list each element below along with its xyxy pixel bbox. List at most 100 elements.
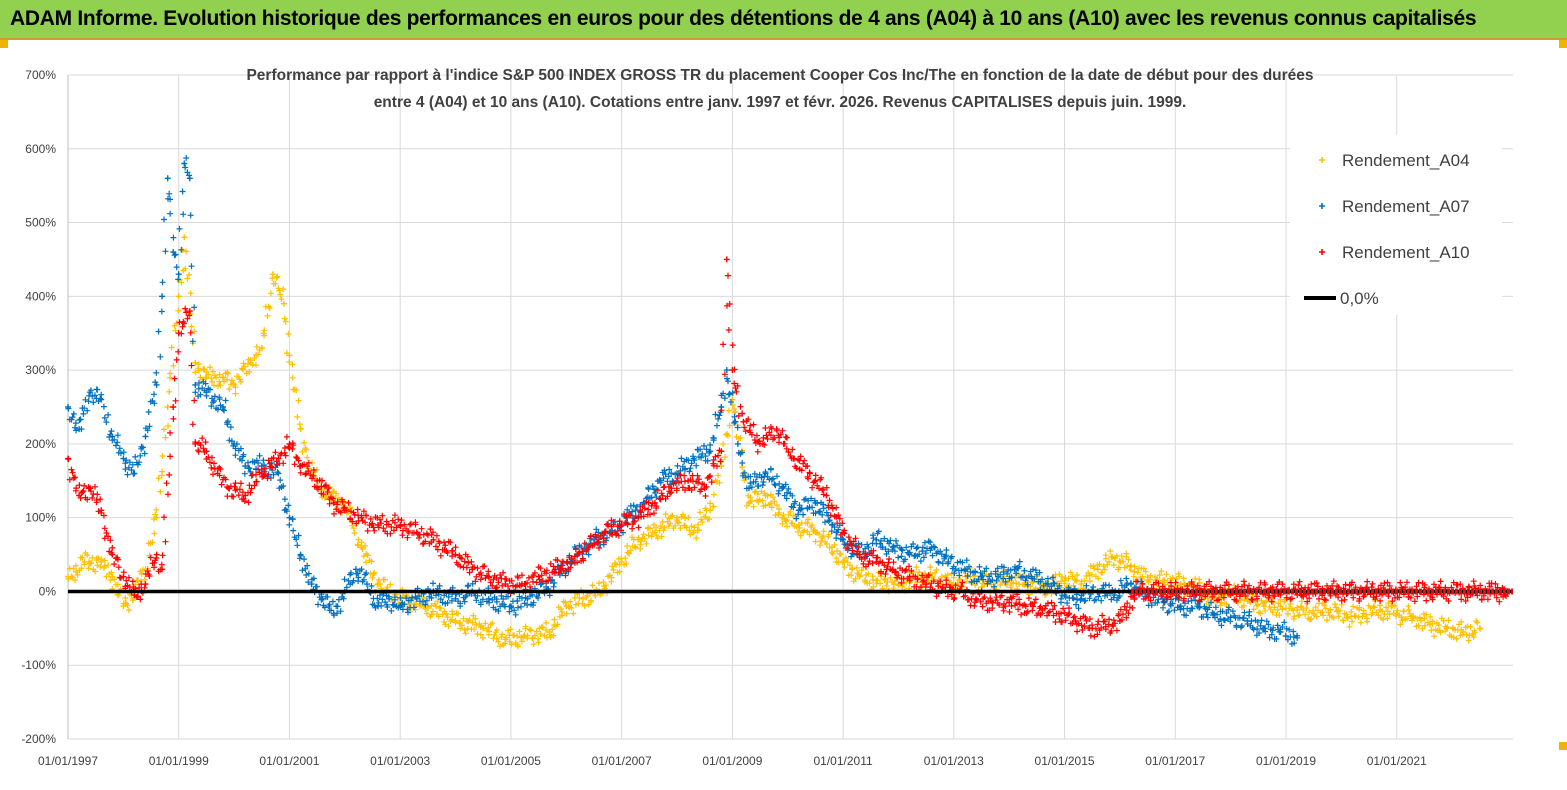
data-point: [175, 271, 182, 278]
interpolated-points: [668, 472, 692, 496]
data-point: [430, 536, 437, 543]
data-point: [889, 566, 896, 573]
data-point: [286, 352, 293, 359]
interpolated-points: [1039, 599, 1063, 625]
interpolated-points: [1327, 601, 1350, 624]
interpolated-points: [691, 442, 713, 469]
interpolated-points: [486, 569, 508, 592]
y-tick-label: 500%: [25, 216, 56, 230]
corner-marker: [1559, 742, 1567, 750]
data-point: [275, 470, 282, 477]
interpolated-points: [430, 529, 459, 560]
interpolated-points: [453, 582, 475, 610]
data-point: [120, 573, 127, 580]
interpolated-points: [829, 521, 846, 542]
interpolated-points: [354, 566, 370, 585]
interpolated-points: [453, 551, 475, 576]
interpolated-points: [674, 453, 696, 478]
interpolated-points: [77, 392, 92, 433]
data-point: [153, 514, 160, 521]
interpolated-points: [989, 589, 1013, 615]
data-point: [746, 485, 752, 492]
data-point: [269, 271, 276, 278]
interpolated-points: [618, 511, 642, 534]
data-point: [823, 492, 830, 499]
data-point: [734, 440, 741, 447]
interpolated-points: [756, 424, 780, 448]
interpolated-points: [153, 308, 165, 376]
interpolated-points: [232, 356, 253, 397]
interpolated-points: [841, 527, 862, 557]
interpolated-points: [320, 593, 336, 614]
interpolated-points: [260, 275, 276, 339]
x-tick-label: 01/01/1999: [149, 754, 209, 768]
legend-marker: [1319, 203, 1325, 209]
interpolated-points: [536, 560, 558, 585]
data-point: [707, 448, 714, 455]
data-point: [602, 529, 608, 536]
interpolated-points: [806, 469, 830, 498]
data-point: [707, 507, 714, 514]
data-point: [1022, 603, 1029, 610]
legend-label: 0,0%: [1340, 289, 1379, 308]
data-point: [109, 551, 116, 558]
interpolated-points: [187, 212, 198, 345]
interpolated-points: [1196, 598, 1216, 621]
series-Rendement_A07: [65, 155, 1301, 647]
data-point: [280, 300, 287, 307]
x-tick-label: 01/01/2005: [481, 754, 541, 768]
legend-label: Rendement_A10: [1342, 243, 1470, 262]
interpolated-points: [216, 464, 231, 500]
data-point: [275, 455, 282, 462]
data-point: [170, 404, 177, 410]
data-point: [718, 448, 725, 455]
interpolated-points: [276, 433, 292, 467]
data-point: [181, 234, 188, 241]
interpolated-points: [747, 470, 768, 491]
interpolated-points: [1058, 605, 1078, 627]
data-point: [142, 433, 149, 440]
interpolated-points: [221, 397, 237, 449]
interpolated-points: [718, 302, 730, 414]
interpolated-points: [1013, 558, 1034, 588]
data-point: [242, 492, 249, 499]
interpolated-points: [286, 515, 303, 562]
interpolated-points: [890, 537, 912, 565]
interpolated-points: [1344, 603, 1366, 630]
series-Rendement_A04: [65, 234, 1484, 650]
data-point: [1260, 603, 1267, 610]
interpolated-points: [187, 329, 198, 428]
data-point: [690, 529, 697, 536]
interpolated-points: [568, 540, 592, 566]
interpolated-points: [503, 623, 529, 650]
interpolated-points: [1311, 600, 1333, 624]
interpolated-points: [1117, 591, 1138, 623]
interpolated-points: [270, 273, 287, 303]
interpolated-points: [702, 447, 724, 499]
interpolated-points: [479, 620, 508, 650]
interpolated-points: [979, 565, 1000, 590]
data-point: [1044, 581, 1051, 588]
interpolated-points: [414, 525, 435, 547]
data-point: [923, 581, 930, 588]
interpolated-points: [132, 443, 148, 468]
interpolated-points: [297, 552, 315, 586]
data-point: [220, 374, 226, 381]
legend-marker: [1319, 157, 1325, 163]
data-point: [840, 536, 847, 543]
data-point: [651, 499, 658, 506]
interpolated-points: [618, 534, 642, 568]
x-tick-label: 01/01/2011: [814, 754, 873, 768]
x-tick-label: 01/01/2013: [924, 754, 984, 768]
interpolated-points: [929, 543, 950, 567]
data-point: [1476, 625, 1483, 632]
interpolated-points: [1394, 603, 1415, 628]
interpolated-points: [691, 505, 713, 542]
x-tick-label: 01/01/2017: [1145, 754, 1205, 768]
interpolated-points: [1459, 618, 1484, 644]
interpolated-points: [425, 598, 459, 630]
interpolated-points: [88, 386, 104, 406]
interpolated-points: [552, 554, 574, 579]
data-point: [286, 514, 293, 521]
